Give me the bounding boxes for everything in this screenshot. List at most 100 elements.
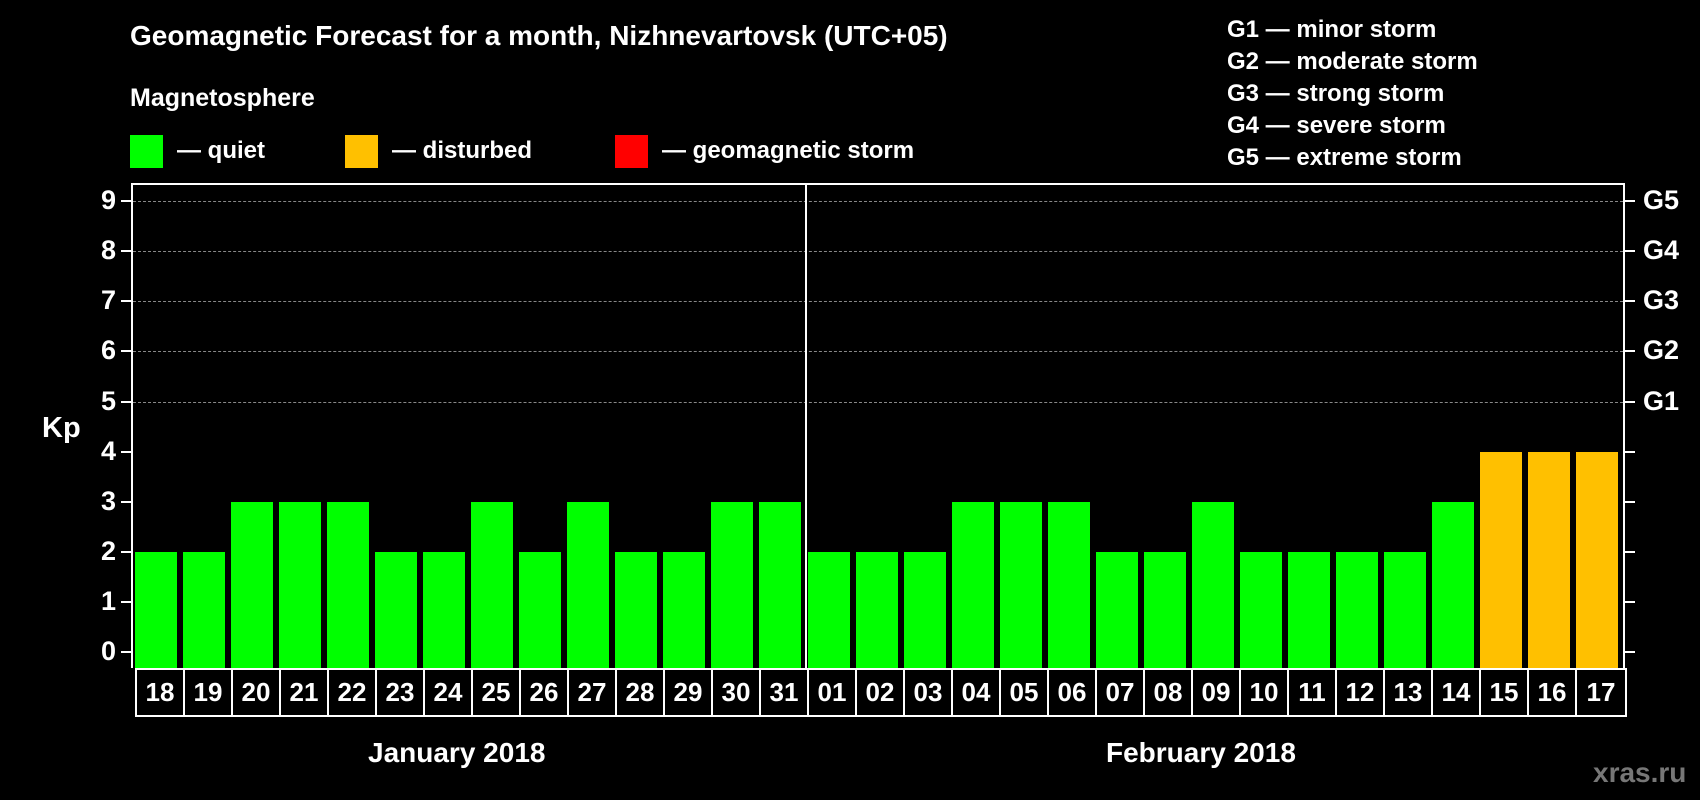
y-tick-left (121, 250, 131, 253)
bar-day-08 (1144, 551, 1186, 668)
bar-day-31 (759, 501, 801, 668)
bar-day-12 (1336, 551, 1378, 668)
y-tick-right (1625, 400, 1635, 403)
chart-title: Geomagnetic Forecast for a month, Nizhne… (130, 20, 948, 51)
bar-day-22 (327, 501, 369, 668)
date-cell-09: 09 (1193, 670, 1241, 715)
date-cell-20: 20 (233, 670, 281, 715)
date-cell-13: 13 (1385, 670, 1433, 715)
date-cell-21: 21 (281, 670, 329, 715)
bar-day-01 (808, 551, 850, 668)
bar-day-18 (135, 551, 177, 668)
bar-day-21 (279, 501, 321, 668)
y-tick-right (1625, 651, 1635, 653)
y-tick-label: 5 (100, 385, 116, 416)
date-cell-29: 29 (665, 670, 713, 715)
legend-label: — disturbed (392, 137, 533, 164)
watermark: xras.ru (1593, 757, 1687, 788)
gridline-kp-7 (133, 301, 1623, 303)
legend-swatch-disturbed (345, 134, 378, 168)
date-cell-04: 04 (953, 670, 1001, 715)
legend-swatch-storm (615, 134, 648, 168)
date-cell-14: 14 (1433, 670, 1481, 715)
bar-day-20 (231, 501, 273, 668)
y-tick-right (1625, 550, 1635, 553)
date-cell-28: 28 (617, 670, 665, 715)
y-tick-label: 7 (100, 285, 116, 316)
date-cell-18: 18 (137, 670, 185, 715)
bar-day-03 (904, 551, 946, 668)
y-tick-label: 2 (100, 535, 116, 566)
bar-day-27 (567, 501, 609, 668)
bar-day-25 (471, 501, 513, 668)
storm-legend-g4: G4 — severe storm (1227, 112, 1446, 139)
y-tick-right (1625, 500, 1635, 503)
date-cell-23: 23 (377, 670, 425, 715)
y-tick-label: 0 (100, 636, 116, 666)
y-axis-label: Kp (42, 412, 81, 444)
date-cell-31: 31 (761, 670, 809, 715)
storm-legend-g3: G3 — strong storm (1227, 80, 1445, 107)
storm-level-label-g2: G2 (1643, 335, 1680, 366)
bar-day-24 (423, 551, 465, 668)
legend-label: — geomagnetic storm (662, 137, 915, 164)
date-cell-03: 03 (905, 670, 953, 715)
date-cell-08: 08 (1145, 670, 1193, 715)
legend-quiet: — quiet (130, 134, 265, 168)
y-tick-left (121, 350, 131, 353)
date-axis: 18 19 20 21 22 23 24 25 26 27 28 29 30 31 01 02 03 04 05 06… (135, 668, 1627, 717)
date-cell-06: 06 (1049, 670, 1097, 715)
legend-swatch-quiet (130, 134, 163, 168)
y-tick-label: 9 (100, 185, 116, 216)
gridline-kp-8 (133, 251, 1623, 253)
bar-day-14 (1432, 501, 1474, 668)
y-tick-left (121, 500, 131, 503)
date-cell-07: 07 (1097, 670, 1145, 715)
y-tick-right (1625, 350, 1635, 353)
date-cell-17: 17 (1586, 677, 1616, 707)
magnetosphere-heading: Magnetosphere (130, 84, 315, 112)
bar-day-13 (1384, 551, 1426, 668)
legend-storm: — geomagnetic storm (615, 134, 914, 168)
bar-day-29 (663, 551, 705, 668)
bar-day-16 (1528, 451, 1570, 668)
date-cell-05: 05 (1001, 670, 1049, 715)
date-cell-10: 10 (1241, 670, 1289, 715)
date-cell-22: 22 (329, 670, 377, 715)
y-tick-right (1625, 450, 1635, 453)
date-cell-27: 27 (569, 670, 617, 715)
y-tick-right (1625, 250, 1635, 253)
y-tick-left (121, 651, 131, 653)
legend-label: — quiet (177, 137, 265, 164)
date-cell-26: 26 (521, 670, 569, 715)
y-tick-label: 8 (100, 235, 116, 266)
y-tick-left (121, 300, 131, 303)
bar-series (133, 183, 1623, 668)
date-cell-19: 19 (185, 670, 233, 715)
bar-day-06 (1048, 501, 1090, 668)
bar-day-11 (1288, 551, 1330, 668)
bar-day-04 (952, 501, 994, 668)
storm-scale-legend: G1 — minor storm G2 — moderate storm G3 … (1227, 14, 1478, 174)
y-tick-left (121, 600, 131, 603)
date-cell-30: 30 (713, 670, 761, 715)
storm-legend-g1: G1 — minor storm (1227, 16, 1437, 43)
y-tick-label: 1 (100, 585, 116, 616)
date-cell-25: 25 (473, 670, 521, 715)
bar-day-19 (183, 551, 225, 668)
y-tick-left (121, 200, 131, 203)
y-tick-left (121, 450, 131, 453)
bar-day-07 (1096, 551, 1138, 668)
date-cell-24: 24 (425, 670, 473, 715)
storm-level-label-g4: G4 (1643, 235, 1680, 266)
y-tick-label: 6 (100, 335, 116, 366)
y-tick-label: 3 (100, 485, 116, 516)
bar-day-30 (711, 501, 753, 668)
legend-disturbed: — disturbed (345, 134, 532, 168)
date-cell-15: 15 (1481, 670, 1529, 715)
bar-day-05 (1000, 501, 1042, 668)
plot-frame (131, 183, 1625, 668)
bar-day-23 (375, 551, 417, 668)
bar-day-17 (1576, 451, 1618, 668)
date-cell-16: 16 (1529, 670, 1577, 715)
